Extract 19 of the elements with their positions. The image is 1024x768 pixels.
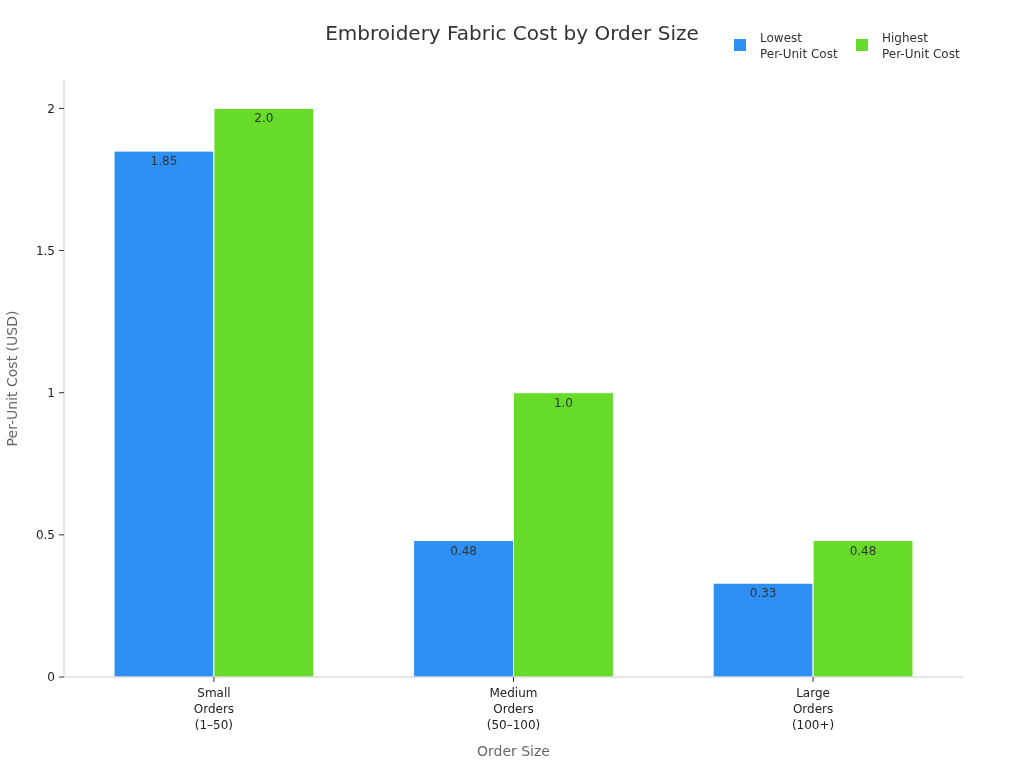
y-tick-label: 0.5 <box>35 528 55 543</box>
y-tick-label: 1.5 <box>35 243 55 258</box>
data-label: 0.48 <box>849 543 877 558</box>
data-label: 1.85 <box>150 154 178 169</box>
data-label: 0.48 <box>450 543 477 558</box>
x-tick-label: Medium Orders (50–100) <box>486 686 541 732</box>
y-tick-label: 1 <box>47 385 55 400</box>
x-tick-label: Small Orders (1–50) <box>193 686 235 732</box>
legend-label: Highest Per-Unit Cost <box>882 31 960 61</box>
y-tick-label: 0 <box>47 670 55 685</box>
chart-title: Embroidery Fabric Cost by Order Size <box>325 21 699 45</box>
y-tick-label: 2 <box>47 101 55 116</box>
data-label: 2.0 <box>254 111 274 126</box>
data-label: 0.33 <box>749 586 777 601</box>
y-axis-title: Per-Unit Cost (USD) <box>4 310 20 447</box>
data-label: 1.0 <box>553 395 573 410</box>
x-axis-title: Order Size <box>477 743 550 759</box>
x-tick-label: Large Orders (100+) <box>791 686 835 732</box>
legend-label: Lowest Per-Unit Cost <box>760 31 838 61</box>
